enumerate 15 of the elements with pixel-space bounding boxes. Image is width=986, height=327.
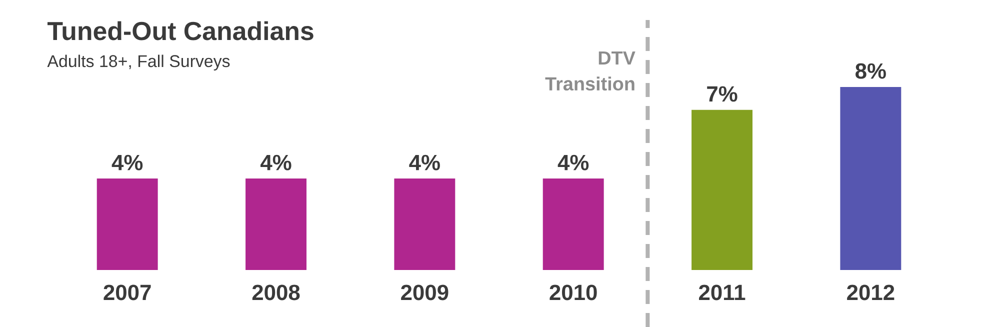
data-label: 4% (409, 154, 440, 170)
x-tick-label: 2011 (699, 284, 746, 300)
chart-subtitle: Adults 18+, Fall Surveys (47, 54, 230, 71)
data-label: 7% (707, 86, 738, 102)
data-label: 8% (856, 63, 886, 79)
x-tick-label: 2012 (847, 284, 894, 300)
data-label: 4% (260, 154, 292, 170)
chart-title: Tuned-Out Canadians (48, 21, 314, 40)
annotation: DTV Transition (545, 51, 636, 91)
data-label: 4% (558, 154, 589, 170)
x-tick-label: 2009 (401, 284, 448, 300)
x-tick-label: 2010 (550, 284, 597, 300)
data-label: 4% (112, 154, 143, 170)
x-tick-label: 2008 (252, 284, 300, 300)
x-tick-label: 2007 (104, 284, 151, 300)
